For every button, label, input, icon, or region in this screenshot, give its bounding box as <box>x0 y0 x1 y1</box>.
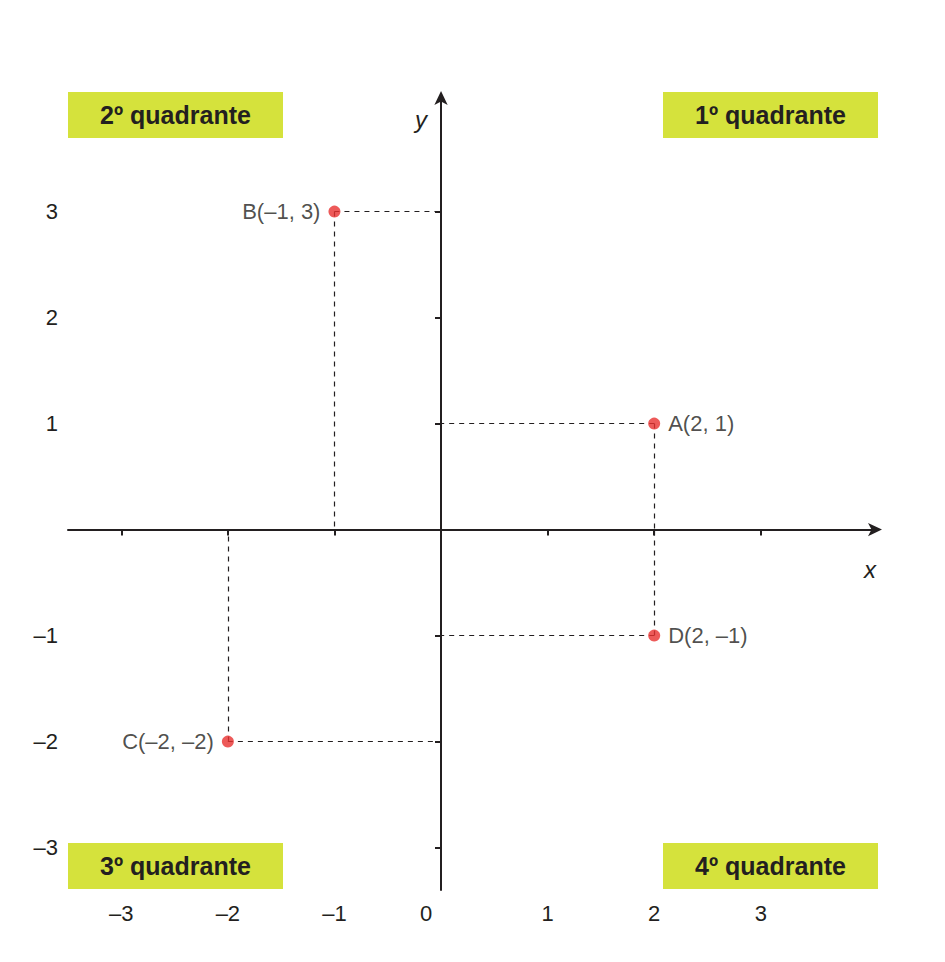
svg-text:–3: –3 <box>34 835 58 860</box>
svg-text:C(–2, –2): C(–2, –2) <box>122 729 214 754</box>
svg-text:2: 2 <box>648 901 660 926</box>
svg-text:D(2, –1): D(2, –1) <box>668 623 747 648</box>
svg-text:1º quadrante: 1º quadrante <box>695 101 846 129</box>
svg-text:1: 1 <box>46 411 58 436</box>
svg-text:4º quadrante: 4º quadrante <box>695 852 846 880</box>
svg-text:1: 1 <box>541 901 553 926</box>
svg-text:–1: –1 <box>322 901 346 926</box>
svg-text:B(–1, 3): B(–1, 3) <box>242 199 320 224</box>
svg-text:3: 3 <box>46 199 58 224</box>
svg-text:–3: –3 <box>109 901 133 926</box>
svg-text:A(2, 1): A(2, 1) <box>668 411 734 436</box>
svg-text:x: x <box>863 556 877 583</box>
svg-text:2º quadrante: 2º quadrante <box>100 101 251 129</box>
svg-text:2: 2 <box>46 305 58 330</box>
svg-text:–2: –2 <box>34 729 58 754</box>
svg-text:3º quadrante: 3º quadrante <box>100 852 251 880</box>
svg-text:0: 0 <box>420 901 432 926</box>
svg-text:3: 3 <box>755 901 767 926</box>
svg-text:y: y <box>413 106 429 133</box>
svg-text:–2: –2 <box>216 901 240 926</box>
svg-text:–1: –1 <box>34 623 58 648</box>
